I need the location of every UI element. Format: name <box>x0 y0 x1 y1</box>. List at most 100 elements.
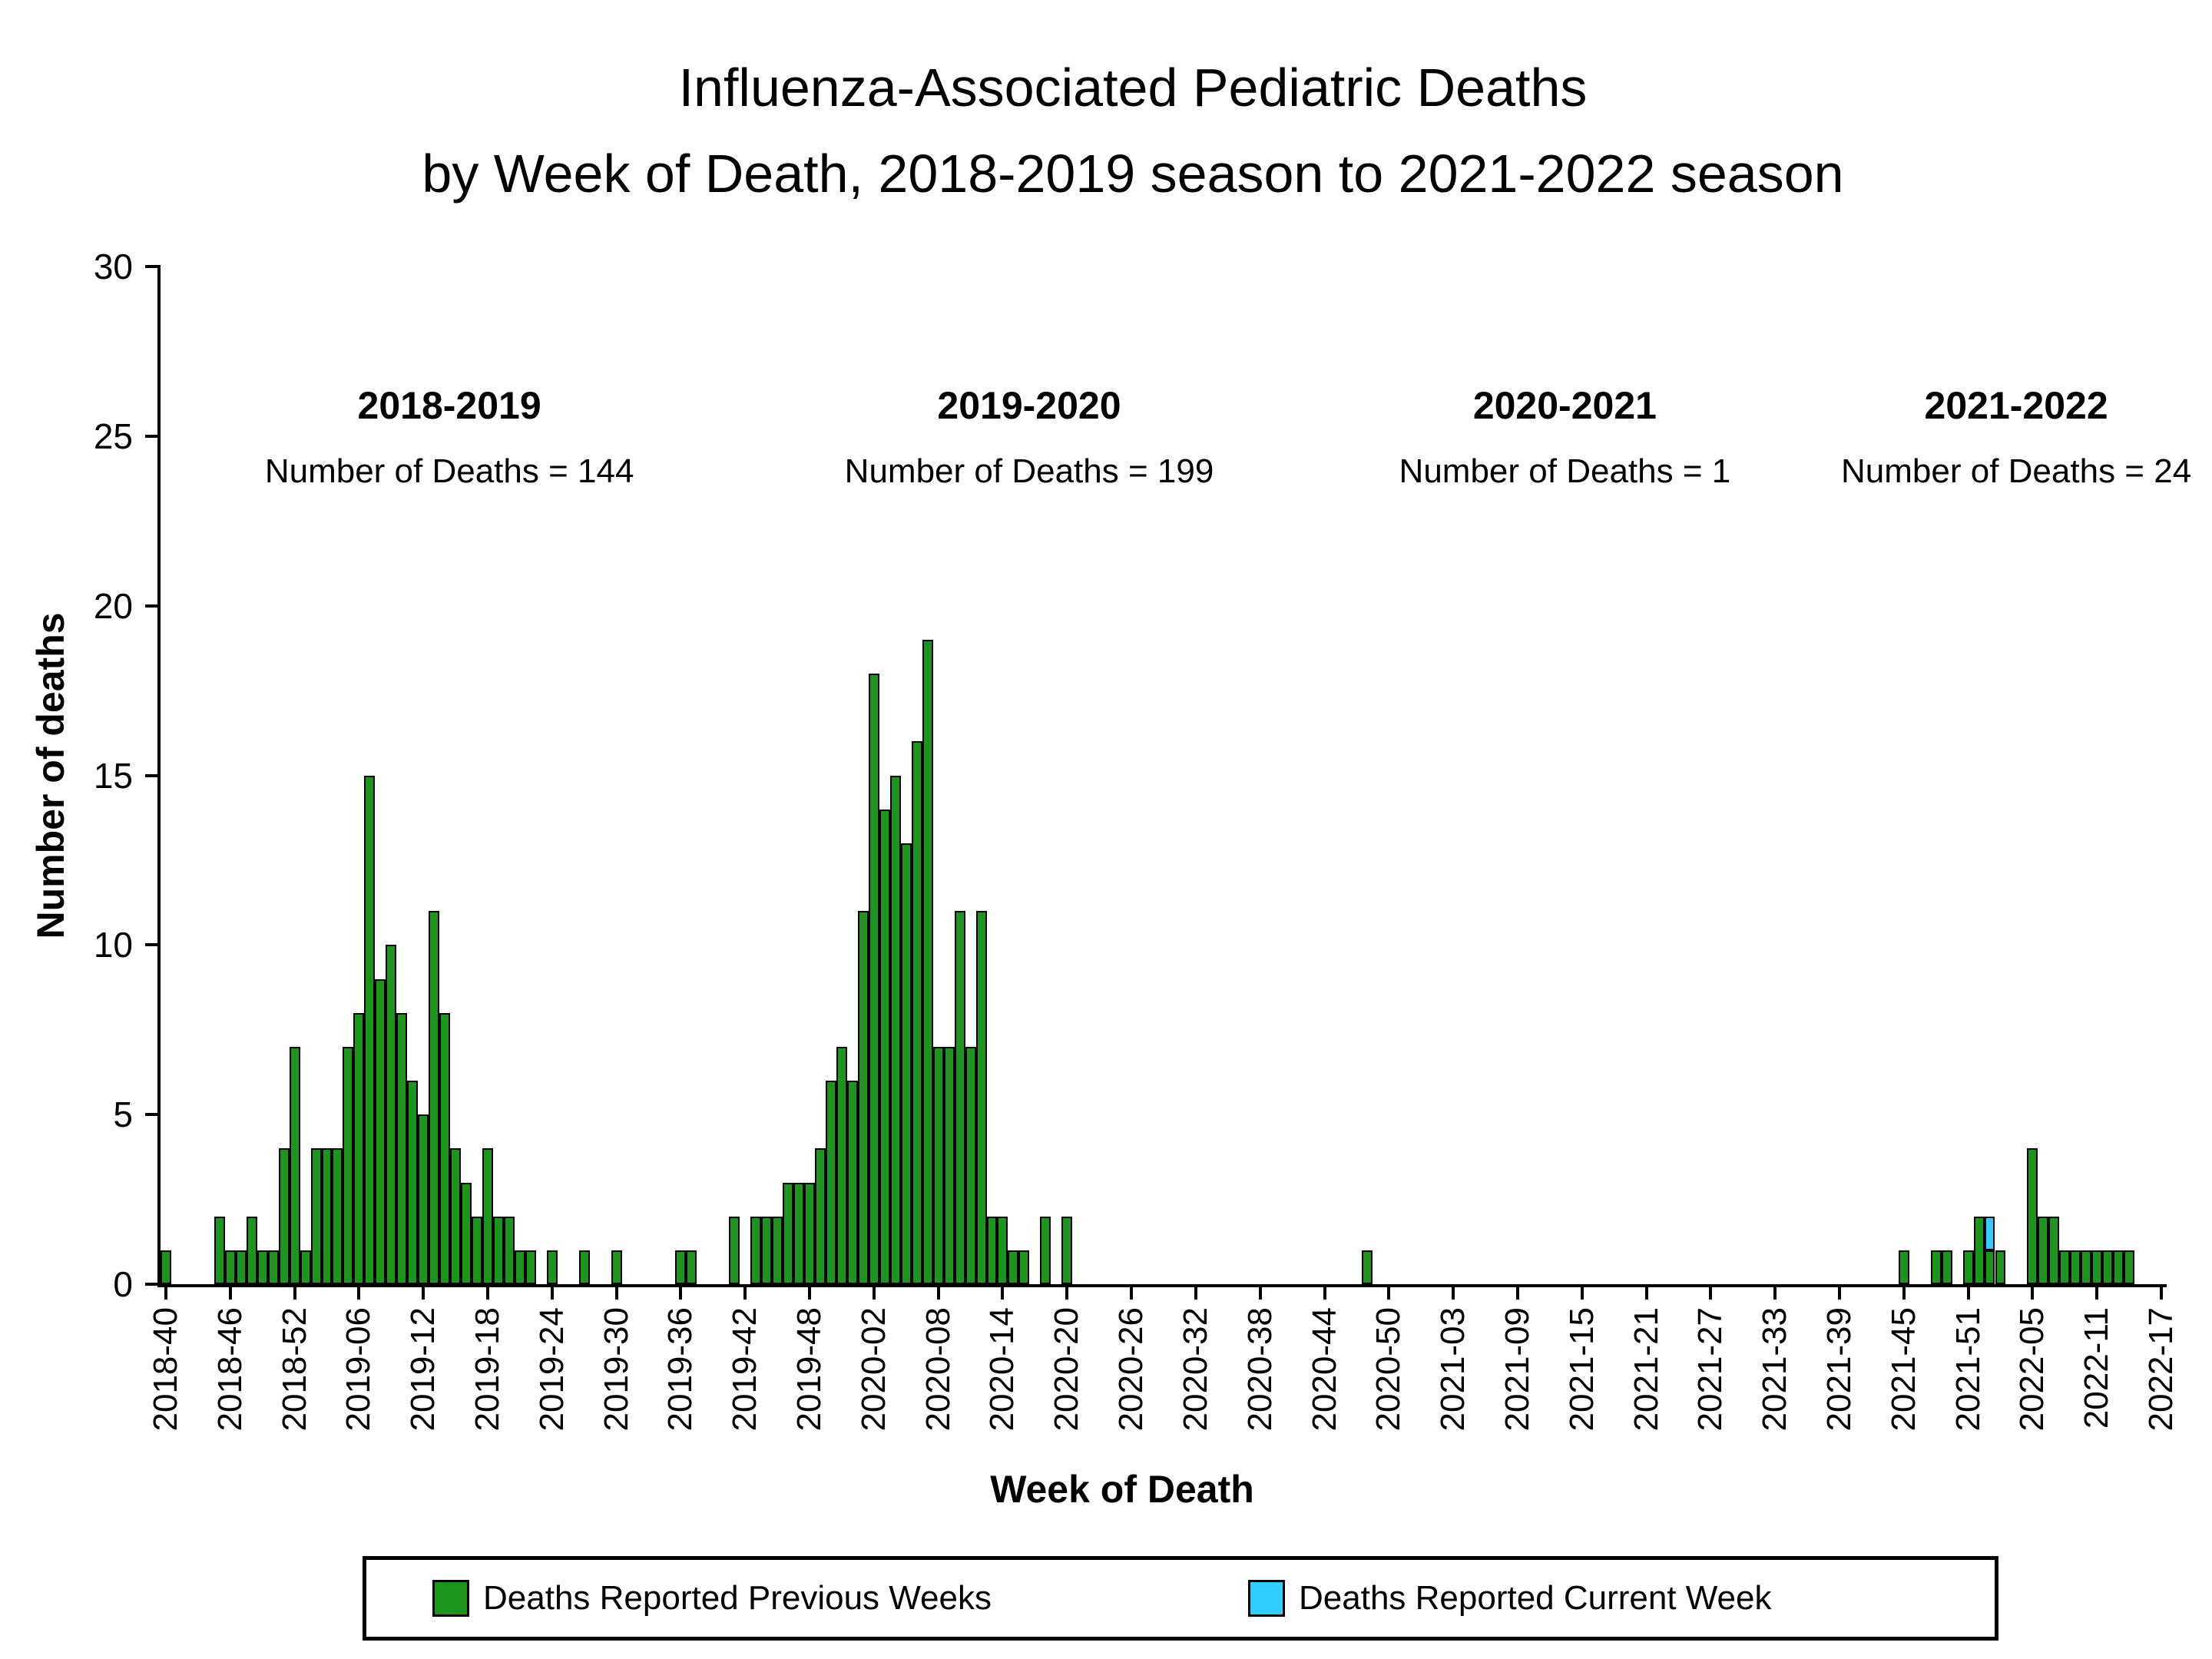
bar-previous-weeks-2022-05 <box>2027 1148 2038 1284</box>
legend-item-previous-weeks: Deaths Reported Previous Weeks <box>432 1579 992 1618</box>
x-tick-label-2022-11: 2022-11 <box>2078 1307 2116 1429</box>
bar-previous-weeks-2022-10 <box>2081 1250 2092 1284</box>
x-tick-label-2018-46: 2018-46 <box>210 1307 249 1432</box>
bar-previous-weeks-2019-46 <box>783 1182 794 1284</box>
bar-previous-weeks-2020-14 <box>997 1216 1008 1284</box>
x-tick-mark-2020-20 <box>1065 1286 1069 1300</box>
plot-area: Number of deaths 0 5 10 15 20 25 30 2018-2019 N… <box>29 247 2191 1511</box>
bar-previous-weeks-2019-09 <box>386 945 397 1284</box>
y-tick-label-10: 10 <box>93 925 133 965</box>
season-name: 2018-2019 <box>357 384 541 428</box>
x-tick-label-2018-52: 2018-52 <box>275 1307 313 1432</box>
bar-previous-weeks-2022-13 <box>2113 1250 2124 1284</box>
bar-previous-weeks-2019-21 <box>514 1250 525 1284</box>
bar-previous-weeks-2019-02 <box>310 1148 322 1284</box>
season-name: 2020-2021 <box>1472 384 1657 428</box>
x-tick-mark-2021-15 <box>1580 1286 1584 1300</box>
x-tick-mark-2018-52 <box>293 1286 296 1300</box>
bar-previous-weeks-2022-02 <box>1995 1250 2006 1284</box>
bar-previous-weeks-2021-49 <box>1941 1250 1952 1284</box>
x-tick-label-2022-17: 2022-17 <box>2142 1307 2181 1432</box>
x-tick-mark-2020-32 <box>1194 1286 1197 1300</box>
y-tick-label-25: 25 <box>93 416 133 456</box>
bar-previous-weeks-2022-11 <box>2091 1250 2103 1284</box>
season-deaths-count: Number of Deaths = 144 <box>264 452 634 491</box>
bar-previous-weeks-2019-20 <box>503 1216 515 1284</box>
bar-previous-weeks-2019-47 <box>793 1182 805 1284</box>
chart-title-line1: Influenza-Associated Pediatric Deaths <box>678 58 1588 118</box>
bar-previous-weeks-2018-48 <box>246 1216 257 1284</box>
bar-previous-weeks-2019-12 <box>418 1114 429 1284</box>
bar-previous-weeks-2019-48 <box>804 1182 816 1284</box>
season-deaths-count: Number of Deaths = 199 <box>844 452 1214 491</box>
bar-previous-weeks-2022-09 <box>2070 1250 2081 1284</box>
x-tick-label-2020-26: 2020-26 <box>1112 1307 1151 1432</box>
x-tick-label-2019-18: 2019-18 <box>469 1307 507 1432</box>
season-annotation-2018-2019: 2018-2019 Number of Deaths = 144 <box>265 383 634 491</box>
bar-previous-weeks-2020-02 <box>868 674 879 1284</box>
bar-previous-weeks-2019-08 <box>375 979 386 1284</box>
bar-previous-weeks-2021-45 <box>1898 1250 1909 1284</box>
bar-previous-weeks-2021-52 <box>1973 1216 1985 1284</box>
x-tick-label-2020-38: 2020-38 <box>1240 1307 1279 1432</box>
bar-previous-weeks-2020-08 <box>932 1046 944 1284</box>
bar-previous-weeks-2022-14 <box>2124 1250 2135 1284</box>
bar-previous-weeks-2019-43 <box>750 1216 762 1284</box>
x-tick-label-2019-48: 2019-48 <box>790 1307 829 1432</box>
x-tick-label-2019-06: 2019-06 <box>339 1307 378 1432</box>
x-tick-label-2021-21: 2021-21 <box>1627 1307 1665 1432</box>
x-tick-label-2021-27: 2021-27 <box>1691 1307 1730 1432</box>
bar-previous-weeks-2019-17 <box>472 1216 483 1284</box>
bar-previous-weeks-2018-45 <box>214 1216 225 1284</box>
x-tick-mark-2020-14 <box>1001 1286 1005 1300</box>
x-tick-mark-2021-39 <box>1837 1286 1841 1300</box>
bar-previous-weeks-2019-51 <box>836 1046 847 1284</box>
x-tick-mark-2021-45 <box>1902 1286 1906 1300</box>
y-tick-label-0: 0 <box>113 1264 133 1304</box>
bar-current-week-2022-01 <box>1984 1216 1995 1250</box>
x-tick-mark-2021-03 <box>1452 1286 1455 1300</box>
season-deaths-count: Number of Deaths = 1 <box>1399 452 1731 491</box>
bar-previous-weeks-2019-37 <box>686 1250 697 1284</box>
x-tick-mark-2019-12 <box>422 1286 426 1300</box>
bar-previous-weeks-2019-13 <box>429 911 440 1284</box>
y-tick-label-5: 5 <box>113 1094 133 1135</box>
bar-previous-weeks-2019-50 <box>826 1081 836 1284</box>
y-axis-label: Number of deaths <box>29 611 72 939</box>
x-tick-label-2021-51: 2021-51 <box>1949 1307 1987 1432</box>
bar-previous-weeks-2019-14 <box>439 1012 451 1284</box>
legend-label-current-week: Deaths Reported Current Week <box>1299 1579 1772 1617</box>
y-tick-mark-20 <box>145 604 161 608</box>
x-tick-label-2020-44: 2020-44 <box>1305 1307 1343 1432</box>
x-tick-mark-2020-26 <box>1130 1286 1134 1300</box>
bar-previous-weeks-2018-51 <box>278 1148 290 1284</box>
x-tick-mark-2021-51 <box>1966 1286 1970 1300</box>
bar-previous-weeks-2019-41 <box>729 1216 740 1284</box>
season-annotation-2020-2021: 2020-2021 Number of Deaths = 1 <box>1399 383 1731 491</box>
x-tick-mark-2021-27 <box>1709 1286 1713 1300</box>
y-tick-mark-5 <box>145 1113 161 1117</box>
bar-previous-weeks-2019-05 <box>343 1046 354 1284</box>
x-tick-label-2020-14: 2020-14 <box>983 1307 1022 1432</box>
x-tick-mark-2020-44 <box>1323 1286 1326 1300</box>
bar-previous-weeks-2021-48 <box>1930 1250 1942 1284</box>
bar-previous-weeks-2019-01 <box>300 1250 311 1284</box>
legend-item-current-week: Deaths Reported Current Week <box>1248 1579 1771 1618</box>
bar-previous-weeks-2019-36 <box>675 1250 687 1284</box>
bar-previous-weeks-2019-07 <box>364 775 376 1284</box>
bar-previous-weeks-2021-51 <box>1962 1250 1974 1284</box>
legend-label-previous-weeks: Deaths Reported Previous Weeks <box>483 1579 992 1617</box>
bar-previous-weeks-2020-18 <box>1040 1216 1051 1284</box>
bar-previous-weeks-2020-06 <box>911 741 922 1284</box>
y-tick-mark-0 <box>145 1283 161 1286</box>
season-annotations: 2018-2019 Number of Deaths = 144 2019-2020… <box>161 267 2191 1284</box>
chart-title-line2: by Week of Death, 2018-2019 season to 20… <box>422 144 1844 204</box>
bar-previous-weeks-2019-22 <box>525 1250 536 1284</box>
bar-previous-weeks-2018-49 <box>257 1250 268 1284</box>
x-tick-mark-2018-46 <box>228 1286 232 1300</box>
x-tick-label-2019-12: 2019-12 <box>404 1307 442 1432</box>
bar-previous-weeks-2019-45 <box>772 1216 783 1284</box>
bar-previous-weeks-2022-12 <box>2102 1250 2114 1284</box>
bar-previous-weeks-2018-52 <box>289 1046 300 1284</box>
x-tick-label-2021-45: 2021-45 <box>1884 1307 1922 1432</box>
